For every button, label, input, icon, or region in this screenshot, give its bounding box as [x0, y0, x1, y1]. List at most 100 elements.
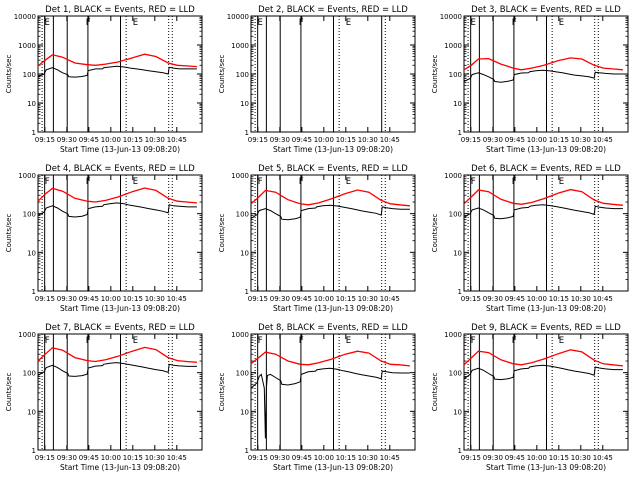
x-tick-label: 09:15 — [248, 136, 268, 144]
flag-annotation: F — [512, 177, 517, 187]
x-tick-label: 09:15 — [35, 295, 55, 303]
x-tick-label: 10:00 — [101, 136, 121, 144]
flag-annotation: E — [471, 18, 476, 28]
x-tick-label: 10:30 — [358, 454, 378, 462]
y-tick-label: 100 — [449, 370, 462, 378]
y-tick-label: 1000 — [18, 42, 36, 50]
panel-title: Det 4, BLACK = Events, RED = LLD — [45, 164, 195, 174]
plot-frame — [250, 333, 416, 451]
panel-title: Det 8, BLACK = Events, RED = LLD — [258, 323, 408, 333]
x-tick-label: 10:15 — [123, 454, 143, 462]
x-tick-label: 09:45 — [79, 136, 99, 144]
x-axis-label: Start Time (13-Jun-13 09:08:20) — [273, 145, 393, 154]
flag-annotation: F — [45, 336, 50, 346]
y-tick-label: 10 — [453, 249, 462, 257]
detector-panel-7: Det 7, BLACK = Events, RED = LLD 1 10 100 10… — [5, 323, 203, 472]
x-tick-label: 09:15 — [461, 295, 481, 303]
x-tick-label: 09:30 — [57, 295, 77, 303]
x-tick-label: 09:15 — [248, 295, 268, 303]
flag-annotation: F — [471, 336, 476, 346]
flag-annotation: F — [258, 177, 263, 187]
y-tick-label: 1 — [32, 288, 36, 296]
panel-title: Det 3, BLACK = Events, RED = LLD — [471, 5, 621, 15]
x-tick-label: 10:15 — [123, 136, 143, 144]
x-tick-label: 10:00 — [314, 454, 334, 462]
y-tick-label: 100 — [449, 211, 462, 219]
x-tick-label: 10:30 — [571, 136, 591, 144]
plot-frame — [250, 15, 416, 133]
x-tick-label: 10:45 — [593, 454, 613, 462]
x-tick-label: 10:15 — [549, 454, 569, 462]
y-tick-label: 1 — [245, 129, 249, 137]
y-tick-label: 1000 — [18, 172, 36, 180]
y-tick-label: 10 — [240, 249, 249, 257]
y-tick-label: 1000 — [231, 172, 249, 180]
detector-panel-9: Det 9, BLACK = Events, RED = LLD 1 10 100 10… — [431, 323, 629, 472]
y-tick-label: 10 — [27, 100, 36, 108]
y-tick-label: 1 — [245, 447, 249, 455]
x-tick-label: 10:30 — [358, 136, 378, 144]
flag-annotation: F — [45, 177, 50, 187]
y-tick-label: 1000 — [18, 331, 36, 339]
flag-annotation: F — [471, 177, 476, 187]
x-axis-label: Start Time (13-Jun-13 09:08:20) — [60, 304, 180, 313]
plot-frame — [463, 15, 629, 133]
x-tick-label: 09:45 — [292, 295, 312, 303]
y-axis-label: Counts/sec — [5, 373, 13, 412]
x-tick-label: 10:45 — [167, 454, 187, 462]
flag-annotation: E — [559, 336, 564, 346]
y-tick-label: 1 — [32, 129, 36, 137]
x-tick-label: 09:45 — [292, 136, 312, 144]
detector-panel-6: Det 6, BLACK = Events, RED = LLD 1 10 100 10… — [431, 164, 629, 313]
y-axis-label: Counts/sec — [218, 214, 226, 253]
y-tick-label: 10000 — [440, 13, 462, 21]
x-tick-label: 09:45 — [79, 454, 99, 462]
x-tick-label: 09:15 — [461, 136, 481, 144]
flag-annotation: F — [258, 336, 263, 346]
panel-title: Det 6, BLACK = Events, RED = LLD — [471, 164, 621, 174]
detector-panel-3: Det 3, BLACK = Events, RED = LLD 1 10 100 10… — [431, 5, 629, 154]
panel-title: Det 7, BLACK = Events, RED = LLD — [45, 323, 195, 333]
flag-annotation: E — [258, 18, 263, 28]
x-tick-label: 09:45 — [292, 454, 312, 462]
x-tick-label: 09:45 — [505, 295, 525, 303]
x-axis-label: Start Time (13-Jun-13 09:08:20) — [60, 145, 180, 154]
y-tick-label: 100 — [236, 211, 249, 219]
x-tick-label: 10:30 — [571, 295, 591, 303]
x-tick-label: 10:15 — [336, 295, 356, 303]
flag-annotation: E — [346, 18, 351, 28]
y-tick-label: 1 — [245, 288, 249, 296]
y-tick-label: 10 — [240, 408, 249, 416]
x-tick-label: 10:00 — [527, 454, 547, 462]
x-tick-label: 09:30 — [483, 295, 503, 303]
lld-series-line — [250, 189, 410, 207]
events-series-line — [463, 204, 623, 220]
x-tick-label: 10:15 — [549, 295, 569, 303]
lld-series-line — [37, 53, 197, 68]
y-tick-label: 100 — [23, 211, 36, 219]
detector-panel-1: Det 1, BLACK = Events, RED = LLD 1 10 100 10… — [5, 5, 203, 154]
x-tick-label: 10:15 — [549, 136, 569, 144]
x-tick-label: 10:00 — [101, 295, 121, 303]
y-tick-label: 10000 — [14, 13, 36, 21]
x-tick-label: 10:45 — [167, 136, 187, 144]
x-tick-label: 09:30 — [270, 136, 290, 144]
y-tick-label: 1000 — [444, 42, 462, 50]
x-axis-label: Start Time (13-Jun-13 09:08:20) — [486, 463, 606, 472]
y-tick-label: 10000 — [227, 13, 249, 21]
y-tick-label: 1000 — [231, 331, 249, 339]
flag-annotation: E — [133, 336, 138, 346]
panel-title: Det 5, BLACK = Events, RED = LLD — [258, 164, 408, 174]
flag-annotation: F — [86, 18, 91, 28]
plot-frame — [37, 333, 203, 451]
events-series-line — [37, 202, 197, 218]
detector-panel-2: Det 2, BLACK = Events, RED = LLD 1 10 100 10… — [218, 5, 416, 154]
lld-series-line — [37, 187, 197, 204]
plot-frame — [463, 174, 629, 292]
y-axis-label: Counts/sec — [431, 373, 439, 412]
plot-frame — [463, 333, 629, 451]
x-tick-label: 10:15 — [336, 454, 356, 462]
y-tick-label: 1000 — [231, 42, 249, 50]
x-tick-label: 09:45 — [505, 454, 525, 462]
